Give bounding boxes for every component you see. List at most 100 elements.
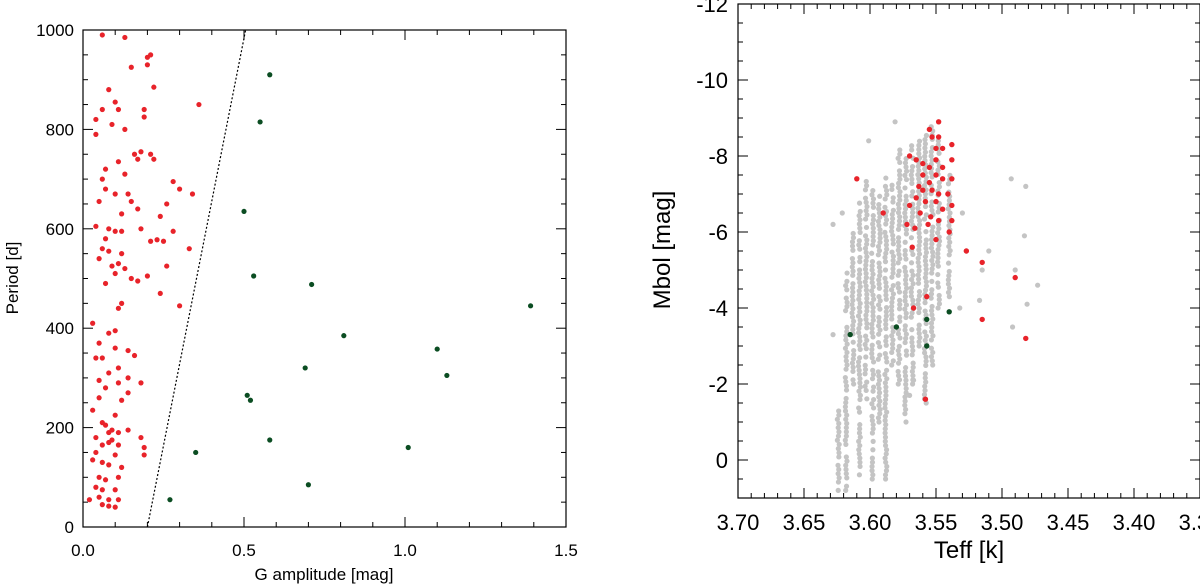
gray-point [889,249,895,255]
gray-point [863,270,869,277]
gray-point [856,371,863,378]
gray-point [947,239,953,245]
gray-point [884,409,890,415]
red-point [949,217,955,224]
red-point [125,375,131,381]
gray-point [935,255,941,261]
gray-point [870,217,877,223]
red-point [144,62,150,68]
gray-point [889,316,895,322]
gray-point [864,325,870,331]
gray-point [895,331,902,337]
gray-point [946,235,952,241]
gray-point [890,232,896,239]
gray-point [863,249,869,256]
gray-point [896,352,902,358]
red-point [935,134,942,140]
gray-point [897,147,903,153]
gray-point [922,203,929,210]
gray-point [890,328,896,335]
gray-point [930,316,936,322]
x-tick-label: 3.45 [1047,510,1090,535]
red-point [920,187,926,193]
gray-point [857,384,863,390]
y-tick-label: -2 [708,372,728,397]
gray-point [928,354,935,360]
gray-point [869,259,876,265]
gray-point [922,145,928,151]
gray-point [895,368,901,375]
red-point [939,176,946,182]
gray-point [857,455,863,461]
red-point [912,225,918,231]
gray-point [895,201,901,207]
red-point [112,191,118,197]
gray-point [883,284,889,290]
gray-point [849,243,856,249]
red-point [106,330,112,336]
gray-point [857,217,863,223]
gray-point [902,202,908,208]
red-point [125,427,131,433]
gray-point [889,349,895,356]
red-point [141,452,147,458]
gray-point [909,214,915,220]
gray-point [842,308,849,314]
gray-point [883,296,889,302]
gray-point [863,208,869,214]
gray-point [842,345,849,351]
red-point [904,221,910,228]
gray-point [863,346,869,352]
y-tick-label: -4 [708,296,728,321]
red-point [128,198,134,205]
gray-point [890,253,897,259]
gray-point [875,369,881,375]
y-tick-label: 600 [46,220,74,239]
gray-point [869,321,875,327]
gray-point [857,338,863,344]
red-point [102,422,109,428]
red-point [138,149,144,155]
red-point [96,198,102,205]
red-point [946,229,952,235]
gray-point [947,248,953,254]
green-point [247,397,254,403]
gray-point [895,247,901,253]
gray-point [862,366,869,373]
gray-point [945,206,951,212]
gray-point [946,252,952,258]
period-amplitude-panel: 0.0 0.5 1.0 1.5 0 200 400 600 800 1000 G amplitud… [3,21,578,584]
gray-point [836,408,842,414]
gray-point [855,363,862,369]
gray-point [895,373,902,379]
gray-point [902,402,908,408]
red-point [115,442,122,448]
left-y-axis-title: Period [d] [3,242,22,315]
red-point [131,151,138,157]
gray-point [857,442,863,449]
gray-point [869,417,875,424]
gray-point [897,159,903,166]
gray-point [903,164,909,170]
gray-point [882,396,889,403]
gray-point [902,339,908,346]
red-point [99,355,105,361]
gray-point [896,306,903,312]
gray-point [856,388,862,394]
gray-point [895,381,901,387]
gray-point [882,417,888,424]
gray-point [882,442,889,449]
gray-point [930,224,936,230]
gray-point [870,472,876,478]
gray-point [844,278,850,284]
gray-point [869,476,875,482]
gray-point [856,367,862,373]
gray-point [864,291,870,297]
gray-point [836,441,842,448]
gray-point [1021,233,1028,239]
gray-point [902,411,908,417]
red-point [939,145,946,152]
red-point [939,164,946,171]
gray-point [863,178,869,185]
gray-point [869,376,876,382]
